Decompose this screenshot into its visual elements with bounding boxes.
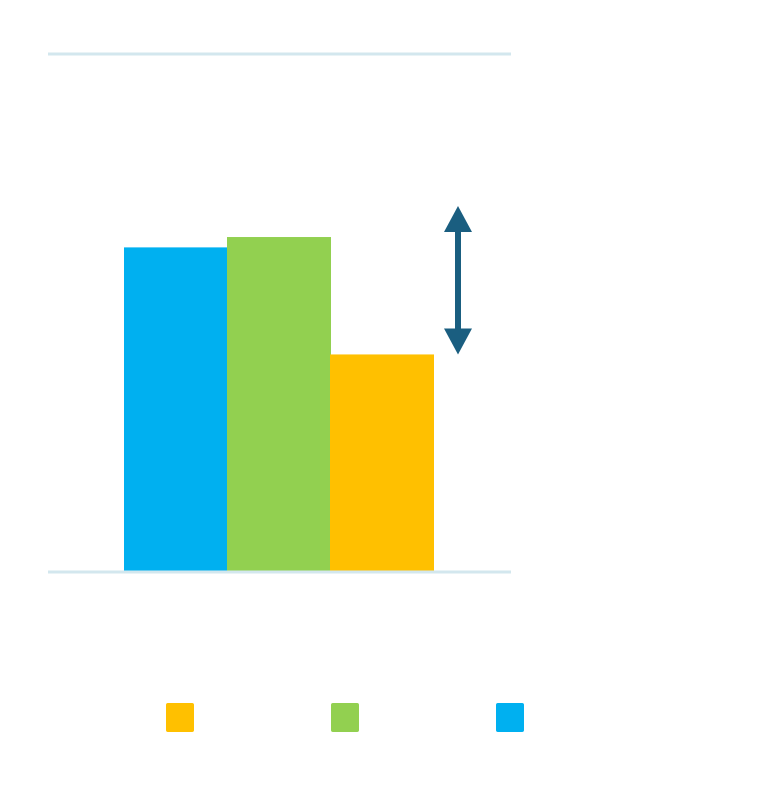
legend-item-2 (331, 703, 359, 732)
bar-1 (124, 247, 228, 573)
difference-arrow (444, 205, 472, 355)
bars-group (124, 237, 434, 573)
bar-3 (330, 354, 434, 572)
legend-swatch (331, 703, 359, 732)
arrow-head-up-icon (444, 205, 472, 232)
chart-legend (166, 703, 524, 732)
arrow-head-down-icon (444, 328, 472, 355)
legend-swatch (166, 703, 194, 732)
legend-item-3 (496, 703, 524, 732)
legend-swatch (496, 703, 524, 732)
bar-2 (227, 237, 331, 572)
legend-item-1 (166, 703, 194, 732)
